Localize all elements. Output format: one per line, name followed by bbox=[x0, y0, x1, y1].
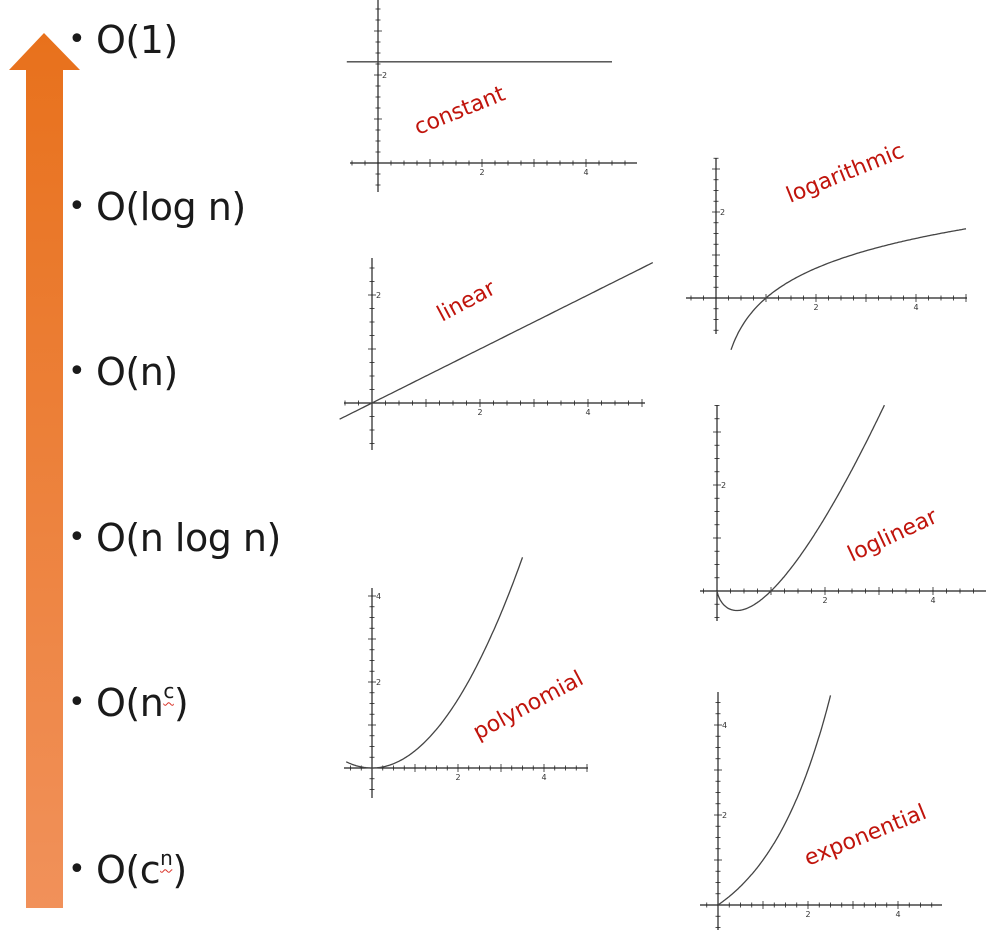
x-tick-label: 4 bbox=[584, 168, 589, 177]
bullet-text: O(c bbox=[96, 848, 161, 892]
label-linear: linear bbox=[433, 276, 501, 328]
label-polynomial: polynomial bbox=[469, 666, 588, 745]
chart-exponential: 2 4 2 4 exponential bbox=[700, 692, 942, 930]
bullet-text: O(n bbox=[96, 681, 164, 725]
bullet-text: O(n log n) bbox=[96, 516, 281, 560]
x-tick-label: 4 bbox=[914, 303, 919, 312]
bullet-dot: • bbox=[68, 520, 86, 555]
x-tick-label: 2 bbox=[478, 408, 483, 417]
x-tick-label: 4 bbox=[931, 596, 936, 605]
x-tick-label: 4 bbox=[542, 773, 547, 782]
chart-polynomial: 2 4 2 4 polynomial bbox=[344, 557, 588, 798]
label-exponential: exponential bbox=[801, 800, 930, 872]
label-logarithmic: logarithmic bbox=[783, 139, 908, 209]
bullet-constant: • O(1) bbox=[68, 18, 178, 62]
bullet-close: ) bbox=[173, 681, 189, 725]
label-loglinear: loglinear bbox=[844, 504, 942, 568]
bullet-dot: • bbox=[68, 189, 86, 224]
bullet-dot: • bbox=[68, 685, 86, 720]
chart-loglinear: 2 4 2 loglinear bbox=[700, 404, 986, 621]
x-tick-label: 2 bbox=[456, 773, 461, 782]
y-tick-label: 2 bbox=[721, 481, 726, 490]
bullet-exponent: c bbox=[163, 679, 174, 704]
x-tick-label: 4 bbox=[586, 408, 591, 417]
curve-polynomial bbox=[345, 557, 524, 769]
bullet-logarithmic: • O(log n) bbox=[68, 185, 246, 229]
x-tick-label: 4 bbox=[896, 910, 901, 919]
y-tick-label: 2 bbox=[382, 71, 387, 80]
x-tick-label: 2 bbox=[823, 596, 828, 605]
bullet-text: O(1) bbox=[96, 18, 178, 62]
y-tick-label: 2 bbox=[376, 678, 381, 687]
bullet-close: ) bbox=[172, 848, 187, 892]
y-tick-label: 4 bbox=[376, 592, 381, 601]
bullet-exponential: • O(cn) bbox=[68, 846, 187, 892]
y-tick-label: 2 bbox=[720, 208, 725, 217]
x-tick-label: 2 bbox=[814, 303, 819, 312]
bullet-dot: • bbox=[68, 354, 86, 389]
label-constant: constant bbox=[411, 81, 509, 140]
bullet-polynomial: • O(nc) bbox=[68, 679, 189, 725]
bullet-text: O(n) bbox=[96, 350, 178, 394]
chart-linear: 2 4 2 linear bbox=[339, 258, 654, 450]
curve-logarithmic bbox=[730, 228, 967, 351]
y-tick-label: 2 bbox=[722, 811, 727, 820]
bullet-dot: • bbox=[68, 22, 86, 57]
bullet-text: O(log n) bbox=[96, 185, 246, 229]
growth-arrow-icon bbox=[9, 33, 80, 908]
bullet-exponent: n bbox=[160, 846, 173, 871]
y-tick-label: 4 bbox=[722, 721, 727, 730]
x-tick-label: 2 bbox=[480, 168, 485, 177]
curve-loglinear bbox=[716, 404, 885, 612]
y-tick-label: 2 bbox=[376, 291, 381, 300]
complexity-list: • O(1) • O(log n) • O(n) • O(n log n) • O(nc)… bbox=[68, 0, 328, 940]
chart-logarithmic: 2 4 2 logarithmic bbox=[686, 139, 967, 351]
curve-exponential bbox=[717, 695, 832, 906]
bullet-linear: • O(n) bbox=[68, 350, 178, 394]
curve-linear bbox=[339, 262, 654, 420]
x-tick-label: 2 bbox=[806, 910, 811, 919]
bullet-loglinear: • O(n log n) bbox=[68, 516, 281, 560]
chart-constant: 2 4 2 constant bbox=[346, 0, 637, 192]
bullet-dot: • bbox=[68, 852, 86, 887]
